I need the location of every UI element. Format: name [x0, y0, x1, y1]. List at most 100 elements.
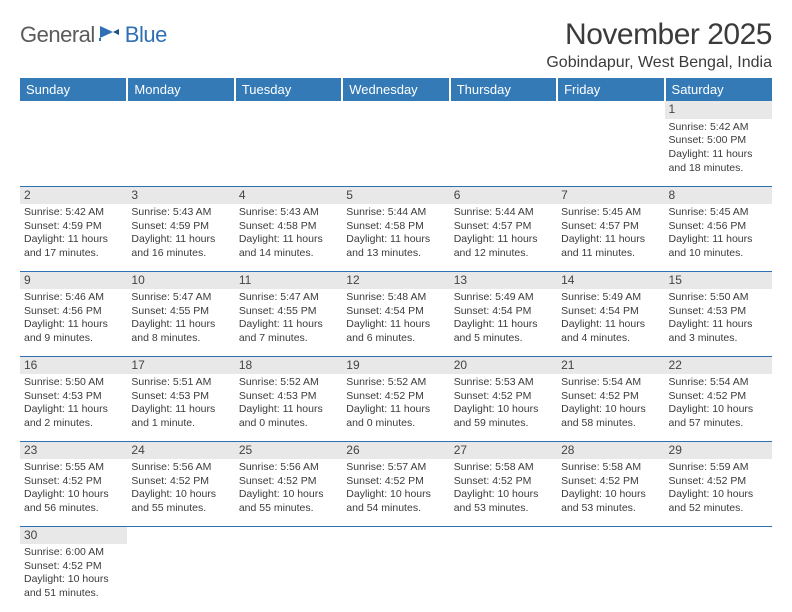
day-cell-blank — [450, 101, 557, 186]
sunrise-text: Sunrise: 5:43 AM — [131, 206, 230, 220]
sunrise-text: Sunrise: 5:57 AM — [346, 461, 445, 475]
daylight-text: Daylight: 10 hours — [239, 488, 338, 502]
day-cell: 7Sunrise: 5:45 AMSunset: 4:57 PMDaylight… — [557, 186, 664, 271]
day-number: 5 — [342, 187, 449, 205]
sunrise-text: Sunrise: 5:50 AM — [669, 291, 768, 305]
day-cell: 28Sunrise: 5:58 AMSunset: 4:52 PMDayligh… — [557, 441, 664, 526]
sunrise-text: Sunrise: 6:00 AM — [24, 546, 123, 560]
sunset-text: Sunset: 4:52 PM — [346, 475, 445, 489]
daylight-text: and 1 minute. — [131, 417, 230, 431]
sunrise-text: Sunrise: 5:45 AM — [669, 206, 768, 220]
sunset-text: Sunset: 4:58 PM — [346, 220, 445, 234]
day-cell: 1Sunrise: 5:42 AMSunset: 5:00 PMDaylight… — [665, 101, 772, 186]
sunset-text: Sunset: 4:54 PM — [346, 305, 445, 319]
daylight-text: and 16 minutes. — [131, 247, 230, 261]
daylight-text: and 59 minutes. — [454, 417, 553, 431]
daylight-text: Daylight: 10 hours — [24, 488, 123, 502]
sunrise-text: Sunrise: 5:54 AM — [669, 376, 768, 390]
weekday-header: Friday — [557, 78, 664, 101]
day-number: 2 — [20, 187, 127, 205]
day-number: 16 — [20, 357, 127, 375]
day-number: 17 — [127, 357, 234, 375]
day-cell: 9Sunrise: 5:46 AMSunset: 4:56 PMDaylight… — [20, 271, 127, 356]
sunrise-text: Sunrise: 5:44 AM — [454, 206, 553, 220]
daylight-text: and 55 minutes. — [131, 502, 230, 516]
sunset-text: Sunset: 4:56 PM — [24, 305, 123, 319]
sunrise-text: Sunrise: 5:51 AM — [131, 376, 230, 390]
sunset-text: Sunset: 4:59 PM — [131, 220, 230, 234]
sunrise-text: Sunrise: 5:46 AM — [24, 291, 123, 305]
sunset-text: Sunset: 4:55 PM — [239, 305, 338, 319]
sunset-text: Sunset: 4:52 PM — [24, 560, 123, 574]
day-cell: 5Sunrise: 5:44 AMSunset: 4:58 PMDaylight… — [342, 186, 449, 271]
sunrise-text: Sunrise: 5:42 AM — [669, 121, 768, 135]
daylight-text: Daylight: 11 hours — [346, 233, 445, 247]
daylight-text: Daylight: 11 hours — [24, 233, 123, 247]
daylight-text: Daylight: 10 hours — [669, 403, 768, 417]
sunset-text: Sunset: 4:54 PM — [454, 305, 553, 319]
sunset-text: Sunset: 4:52 PM — [131, 475, 230, 489]
day-number: 23 — [20, 442, 127, 460]
day-number: 24 — [127, 442, 234, 460]
daylight-text: Daylight: 11 hours — [239, 318, 338, 332]
day-number: 10 — [127, 272, 234, 290]
day-number: 9 — [20, 272, 127, 290]
daylight-text: and 52 minutes. — [669, 502, 768, 516]
daylight-text: Daylight: 11 hours — [239, 233, 338, 247]
day-cell: 10Sunrise: 5:47 AMSunset: 4:55 PMDayligh… — [127, 271, 234, 356]
sunset-text: Sunset: 4:52 PM — [239, 475, 338, 489]
day-cell: 13Sunrise: 5:49 AMSunset: 4:54 PMDayligh… — [450, 271, 557, 356]
daylight-text: and 11 minutes. — [561, 247, 660, 261]
weekday-header: Sunday — [20, 78, 127, 101]
sunrise-text: Sunrise: 5:47 AM — [131, 291, 230, 305]
day-cell: 24Sunrise: 5:56 AMSunset: 4:52 PMDayligh… — [127, 441, 234, 526]
sunset-text: Sunset: 4:53 PM — [239, 390, 338, 404]
day-cell: 16Sunrise: 5:50 AMSunset: 4:53 PMDayligh… — [20, 356, 127, 441]
header: General Blue November 2025 Gobindapur, W… — [20, 18, 772, 72]
daylight-text: Daylight: 11 hours — [454, 233, 553, 247]
daylight-text: and 57 minutes. — [669, 417, 768, 431]
daylight-text: Daylight: 11 hours — [131, 318, 230, 332]
sunset-text: Sunset: 4:52 PM — [24, 475, 123, 489]
day-cell: 20Sunrise: 5:53 AMSunset: 4:52 PMDayligh… — [450, 356, 557, 441]
sunset-text: Sunset: 4:52 PM — [669, 475, 768, 489]
day-number: 22 — [665, 357, 772, 375]
sunrise-text: Sunrise: 5:44 AM — [346, 206, 445, 220]
day-cell: 12Sunrise: 5:48 AMSunset: 4:54 PMDayligh… — [342, 271, 449, 356]
day-cell-blank — [342, 101, 449, 186]
day-number: 29 — [665, 442, 772, 460]
day-number: 11 — [235, 272, 342, 290]
sunset-text: Sunset: 4:53 PM — [24, 390, 123, 404]
daylight-text: and 56 minutes. — [24, 502, 123, 516]
title-block: November 2025 Gobindapur, West Bengal, I… — [546, 18, 772, 72]
weekday-header-row: Sunday Monday Tuesday Wednesday Thursday… — [20, 78, 772, 101]
sunset-text: Sunset: 4:52 PM — [561, 475, 660, 489]
sunrise-text: Sunrise: 5:48 AM — [346, 291, 445, 305]
day-number: 13 — [450, 272, 557, 290]
day-number: 27 — [450, 442, 557, 460]
calendar-week-row: 23Sunrise: 5:55 AMSunset: 4:52 PMDayligh… — [20, 441, 772, 526]
daylight-text: and 18 minutes. — [669, 162, 768, 176]
daylight-text: and 6 minutes. — [346, 332, 445, 346]
location-subtitle: Gobindapur, West Bengal, India — [546, 54, 772, 72]
day-cell-blank — [235, 526, 342, 611]
weekday-header: Tuesday — [235, 78, 342, 101]
daylight-text: Daylight: 10 hours — [561, 403, 660, 417]
day-cell-blank — [557, 526, 664, 611]
daylight-text: and 17 minutes. — [24, 247, 123, 261]
logo-flag-icon — [99, 24, 121, 47]
day-cell-blank — [20, 101, 127, 186]
day-cell-blank — [342, 526, 449, 611]
day-cell: 30Sunrise: 6:00 AMSunset: 4:52 PMDayligh… — [20, 526, 127, 611]
sunrise-text: Sunrise: 5:52 AM — [239, 376, 338, 390]
day-number: 4 — [235, 187, 342, 205]
daylight-text: and 9 minutes. — [24, 332, 123, 346]
calendar-week-row: 1Sunrise: 5:42 AMSunset: 5:00 PMDaylight… — [20, 101, 772, 186]
daylight-text: Daylight: 11 hours — [346, 403, 445, 417]
day-cell: 25Sunrise: 5:56 AMSunset: 4:52 PMDayligh… — [235, 441, 342, 526]
daylight-text: Daylight: 10 hours — [669, 488, 768, 502]
day-number: 20 — [450, 357, 557, 375]
sunset-text: Sunset: 4:56 PM — [669, 220, 768, 234]
daylight-text: and 13 minutes. — [346, 247, 445, 261]
daylight-text: Daylight: 11 hours — [131, 403, 230, 417]
